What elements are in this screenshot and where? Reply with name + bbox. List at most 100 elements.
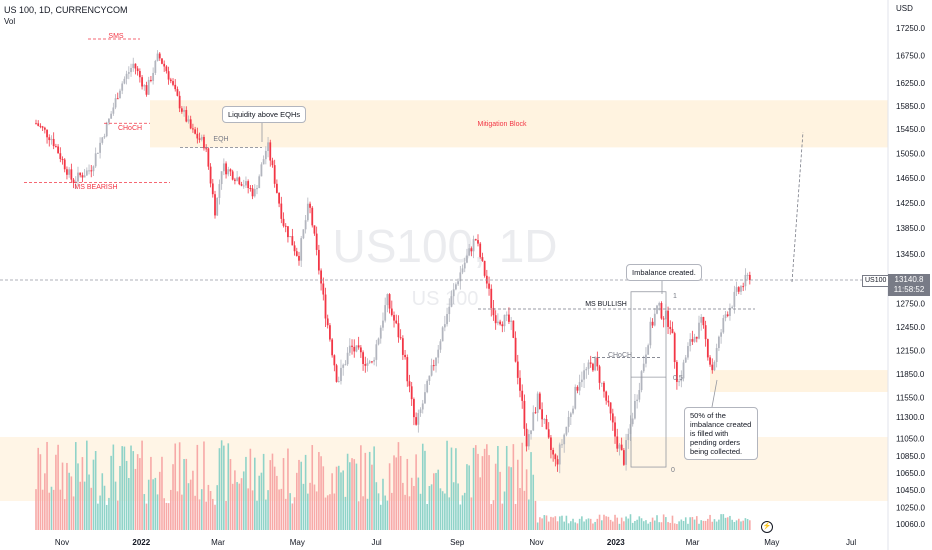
candle-body [167,71,170,80]
candle-body [603,382,605,392]
label-ms-bullish: MS BULLISH [585,301,627,308]
candle-body [569,413,572,417]
candle-body [547,429,550,438]
candle-body [99,142,101,153]
volume-bar [737,518,740,530]
candle-body [35,123,37,125]
volume-bar [355,463,358,530]
volume-bar [86,440,88,530]
candle-body [348,345,351,353]
volume-bar [470,497,473,530]
volume-bar [631,522,634,530]
chart-header: US 100, 1D, CURRENCYCOM Vol [4,4,128,28]
volume-bar [625,516,627,530]
volume-bar [375,482,378,530]
candle-body [490,288,493,308]
volume-bar [399,455,402,530]
volume-bar [603,514,605,530]
candle-body [691,339,694,342]
volume-bar [79,481,81,530]
candle-body [278,192,280,204]
candle-body [744,274,747,287]
candle-body [532,412,535,431]
volume-bar [556,521,559,530]
volume-bar [229,459,232,530]
volume-bar [145,503,148,530]
volume-bar [642,521,645,530]
candle-body [671,328,674,334]
candle-body [693,336,696,342]
volume-bar [349,462,351,530]
candle-body [598,366,601,383]
candle-body [315,233,318,250]
volume-bar [384,495,386,530]
price-tick-label: 16250.0 [896,79,925,88]
volume-bar [713,519,716,530]
volume-bar [592,523,594,530]
volume-bar [474,445,477,530]
candle-body [596,357,599,367]
candle-body [587,362,590,369]
candle-body [158,53,161,59]
volume-bar [612,521,614,530]
candle-body [523,400,526,429]
candle-body [508,314,510,322]
candle-body [463,262,466,269]
volume-bar [333,493,336,530]
volume-bar [187,483,190,530]
candle-body [640,371,643,391]
candle-body [88,170,90,172]
volume-bar [125,460,128,530]
volume-bar [746,519,749,530]
candle-body [729,307,731,316]
candle-body [156,53,159,61]
candle-body [220,171,223,185]
volume-bar [494,463,497,530]
candle-body [189,119,192,129]
candle-body [616,436,619,449]
candle-body [545,419,548,430]
volume-bar [368,451,371,530]
last-price: 13140.8 [894,275,924,284]
candle-body [222,163,225,172]
volume-bar [702,520,705,530]
volume-bar [521,442,523,530]
volume-bar [545,515,548,530]
volume-bar [503,491,506,530]
candle-body [740,286,742,292]
volume-bar [44,473,46,530]
volume-bar [379,504,382,530]
volume-bar [329,494,331,530]
candle-body [192,128,194,130]
lightning-icon[interactable]: ⚡ [761,521,773,533]
volume-bar [284,498,287,530]
candle-body [733,291,736,307]
candle-body [245,181,247,186]
candle-body [335,365,338,382]
candle-body [37,123,40,126]
candle-body [592,363,594,371]
volume-bar [707,518,709,530]
volume-bar [570,521,572,530]
volume-bar [724,517,727,530]
volume-bar [479,477,482,530]
volume-bar [209,490,212,530]
volume-bar [205,501,207,530]
candle-body [59,153,62,160]
currency-label: USD [896,4,913,13]
volume-bar [667,522,669,530]
candle-body [673,333,676,363]
volume-bar [578,518,581,530]
volume-bar [669,522,672,530]
candle-body [300,238,303,261]
candle-body [470,248,473,252]
volume-bar [57,444,59,530]
volume-bar [112,444,115,530]
volume-bar [337,465,340,530]
candle-body [536,393,539,413]
candle-body [132,63,135,68]
volume-bar [70,476,73,530]
candle-body [605,391,608,401]
candle-body [556,459,559,465]
